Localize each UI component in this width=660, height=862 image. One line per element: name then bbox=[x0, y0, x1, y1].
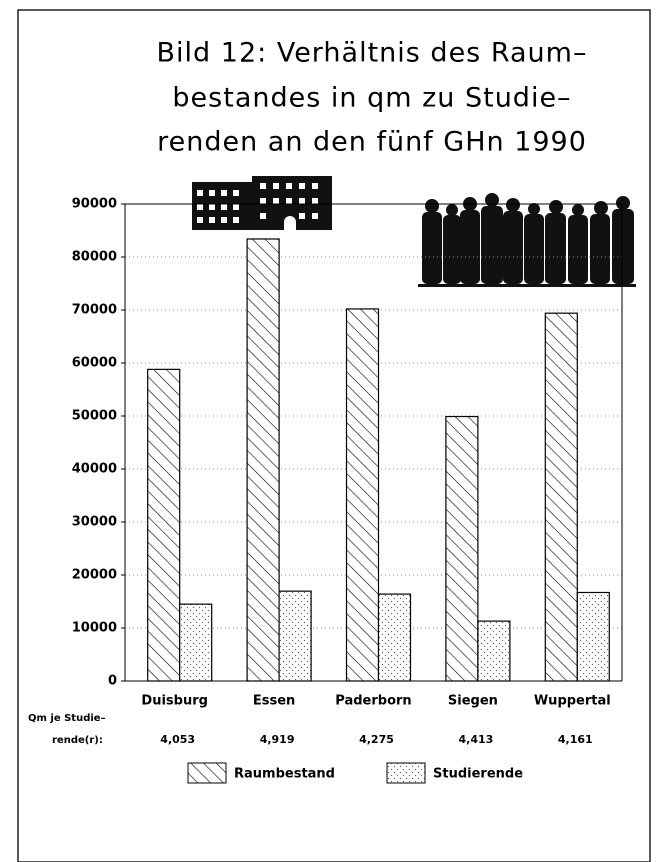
ratio-value: 4,161 bbox=[558, 733, 593, 746]
ratio-value: 4,053 bbox=[160, 733, 195, 746]
legend-label: Studierende bbox=[433, 767, 523, 782]
y-tick-label: 60000 bbox=[72, 356, 117, 371]
legend-label: Raumbestand bbox=[234, 767, 335, 782]
y-tick-label: 90000 bbox=[72, 197, 117, 212]
y-tick-label: 10000 bbox=[72, 621, 117, 636]
bar bbox=[279, 591, 311, 681]
chart-title: bestandes in qm zu Studie– bbox=[172, 83, 571, 114]
x-tick-label: Wuppertal bbox=[534, 694, 611, 709]
bar bbox=[478, 621, 510, 681]
ratio-value: 4,413 bbox=[459, 733, 494, 746]
legend-swatch bbox=[188, 763, 226, 783]
chart-title: renden an den fünf GHn 1990 bbox=[157, 127, 587, 158]
y-tick-label: 20000 bbox=[72, 568, 117, 583]
bar bbox=[247, 239, 279, 681]
x-tick-label: Essen bbox=[253, 694, 295, 709]
ratio-label: Qm je Studie– bbox=[28, 713, 106, 724]
bar bbox=[577, 592, 609, 681]
y-tick-label: 70000 bbox=[72, 303, 117, 318]
ratio-value: 4,919 bbox=[260, 733, 295, 746]
legend-swatch bbox=[387, 763, 425, 783]
chart-title: Bild 12: Verhältnis des Raum– bbox=[157, 38, 588, 69]
bar bbox=[446, 417, 478, 681]
y-tick-label: 80000 bbox=[72, 250, 117, 265]
bar bbox=[148, 369, 180, 681]
bar bbox=[180, 604, 212, 681]
people-icon bbox=[418, 193, 636, 287]
building-icon bbox=[192, 176, 332, 230]
y-tick-label: 0 bbox=[108, 674, 117, 689]
x-tick-label: Siegen bbox=[448, 694, 498, 709]
ratio-value: 4,275 bbox=[359, 733, 394, 746]
ratio-label: rende(r): bbox=[52, 735, 103, 746]
bar bbox=[545, 313, 577, 681]
bar bbox=[379, 594, 411, 681]
y-tick-label: 40000 bbox=[72, 462, 117, 477]
x-tick-label: Paderborn bbox=[335, 694, 411, 709]
bar bbox=[347, 309, 379, 681]
y-tick-label: 30000 bbox=[72, 515, 117, 530]
chart: Bild 12: Verhältnis des Raum– bestandes … bbox=[0, 0, 660, 862]
y-tick-label: 50000 bbox=[72, 409, 117, 424]
x-tick-label: Duisburg bbox=[141, 694, 208, 709]
